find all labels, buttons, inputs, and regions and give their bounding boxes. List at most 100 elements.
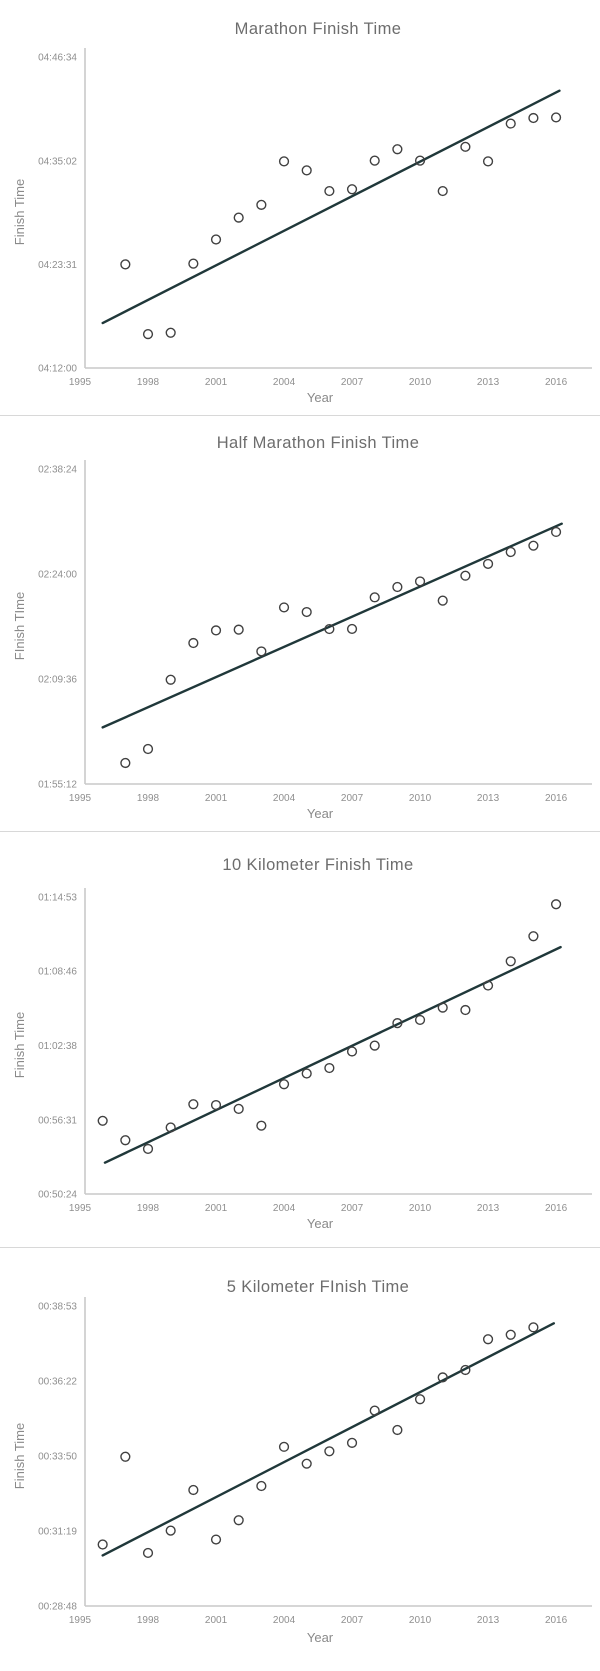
- chart-panel-10k: 10 Kilometer Finish Time Finish Time Yea…: [0, 832, 600, 1247]
- x-tick-label: 1998: [137, 793, 160, 804]
- data-point-marker: [278, 1079, 290, 1090]
- x-tick-label: 2013: [477, 1615, 500, 1626]
- y-tick-label: 02:38:24: [38, 465, 77, 476]
- data-point-marker: [346, 184, 358, 195]
- data-point-marker: [369, 1040, 380, 1051]
- x-tick-label: 2010: [409, 1615, 432, 1626]
- x-axis-title: Year: [307, 1216, 334, 1231]
- chart-title: 10 Kilometer Finish Time: [222, 856, 413, 874]
- data-point-marker: [369, 155, 380, 166]
- data-point-marker: [437, 185, 448, 197]
- x-tick-label: 2016: [545, 377, 568, 388]
- x-tick-label: 2013: [477, 1203, 500, 1214]
- data-point-marker: [210, 234, 222, 245]
- data-point-marker: [482, 156, 494, 167]
- data-point-marker: [301, 1458, 312, 1469]
- data-point-marker: [460, 570, 471, 581]
- panel-divider: [0, 1247, 600, 1248]
- x-tick-label: 1995: [69, 1203, 92, 1214]
- data-point-marker: [188, 1099, 199, 1110]
- y-tick-label: 02:09:36: [38, 675, 77, 686]
- ten-kilometer-scatter-chart: 10 Kilometer Finish Time Finish Time Yea…: [12, 856, 592, 1231]
- data-point-marker: [256, 1120, 267, 1131]
- data-point-marker: [346, 1437, 358, 1448]
- data-point-marker: [414, 576, 426, 587]
- panel-divider: [0, 831, 600, 832]
- data-point-marker: [460, 1004, 471, 1016]
- data-point-marker: [528, 540, 539, 551]
- x-tick-label: 1995: [69, 1615, 92, 1626]
- data-point-marker: [97, 1539, 108, 1550]
- data-point-marker: [528, 931, 539, 942]
- x-tick-label: 2001: [205, 793, 228, 804]
- y-tick-label: 00:33:50: [38, 1452, 77, 1463]
- data-point-marker: [120, 1451, 131, 1462]
- y-tick-label: 01:08:46: [38, 967, 77, 978]
- data-point-marker: [165, 674, 176, 685]
- data-point-marker: [210, 625, 222, 636]
- data-point-marker: [278, 1441, 290, 1452]
- data-point-marker: [369, 592, 380, 603]
- data-point-marker: [278, 602, 290, 613]
- data-point-marker: [233, 1515, 244, 1526]
- x-tick-label: 2004: [273, 793, 296, 804]
- data-point-marker: [482, 1334, 494, 1345]
- x-tick-label: 2001: [205, 377, 228, 388]
- data-point-marker: [142, 1143, 154, 1155]
- x-tick-label: 1998: [137, 377, 160, 388]
- y-tick-label: 00:56:31: [38, 1115, 77, 1126]
- x-axis-title: Year: [307, 390, 334, 405]
- data-point-marker: [414, 1394, 426, 1405]
- chart-title: Marathon Finish Time: [235, 20, 402, 38]
- data-point-marker: [120, 1135, 131, 1146]
- y-tick-label: 00:31:19: [38, 1527, 77, 1538]
- data-point-marker: [392, 1018, 403, 1029]
- x-tick-label: 2004: [273, 1615, 296, 1626]
- chart-title: 5 Kilometer FInish Time: [227, 1278, 410, 1296]
- x-tick-label: 2016: [545, 1615, 568, 1626]
- data-point-marker: [165, 1525, 176, 1536]
- half-marathon-scatter-chart: Half Marathon Finish Time FInish TIme Ye…: [12, 434, 592, 821]
- x-tick-label: 2004: [273, 377, 296, 388]
- data-point-marker: [278, 156, 290, 167]
- y-tick-label: 00:38:53: [38, 1302, 77, 1313]
- x-tick-label: 1995: [69, 793, 92, 804]
- x-tick-label: 2007: [341, 793, 364, 804]
- data-point-marker: [324, 623, 335, 635]
- y-tick-label: 01:55:12: [38, 780, 77, 791]
- x-tick-label: 2016: [545, 1203, 568, 1214]
- x-tick-label: 2013: [477, 377, 500, 388]
- data-point-marker: [324, 1062, 335, 1074]
- x-axis-title: Year: [307, 806, 334, 821]
- x-tick-label: 2010: [409, 377, 432, 388]
- x-tick-label: 2007: [341, 1615, 364, 1626]
- data-point-marker: [369, 1405, 380, 1416]
- x-tick-label: 2001: [205, 1203, 228, 1214]
- x-tick-label: 2013: [477, 793, 500, 804]
- data-point-marker: [301, 165, 312, 176]
- x-tick-label: 1995: [69, 377, 92, 388]
- data-point-marker: [142, 329, 154, 340]
- data-point-marker: [346, 1046, 358, 1057]
- data-point-marker: [188, 258, 199, 269]
- data-point-marker: [233, 624, 244, 635]
- data-point-marker: [437, 595, 448, 606]
- x-tick-label: 2001: [205, 1615, 228, 1626]
- data-point-marker: [324, 185, 335, 197]
- data-point-marker: [142, 743, 154, 755]
- data-point-marker: [233, 212, 244, 223]
- data-point-marker: [550, 899, 562, 910]
- data-point-marker: [301, 1068, 312, 1079]
- data-point-marker: [346, 623, 358, 635]
- data-point-marker: [120, 757, 131, 769]
- data-point-marker: [414, 155, 426, 166]
- data-point-marker: [460, 141, 471, 152]
- y-tick-label: 00:28:48: [38, 1602, 77, 1613]
- data-point-marker: [188, 637, 199, 649]
- data-point-marker: [256, 1480, 267, 1492]
- data-point-marker: [460, 1364, 471, 1376]
- data-point-marker: [505, 1329, 516, 1340]
- marathon-scatter-chart: Marathon Finish Time Finish Time Year 04…: [12, 20, 592, 405]
- data-point-marker: [550, 112, 562, 123]
- y-tick-label: 04:35:02: [38, 156, 77, 167]
